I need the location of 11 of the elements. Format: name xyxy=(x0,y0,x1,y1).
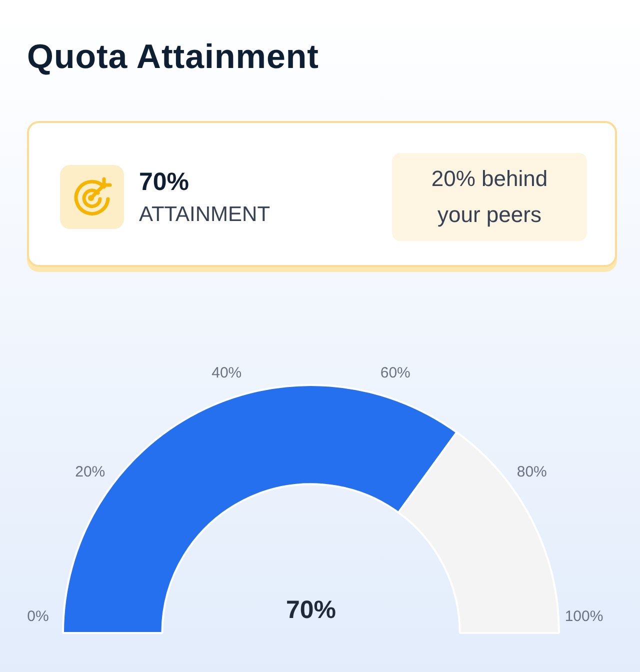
text: 20% xyxy=(75,464,106,481)
text: 80% xyxy=(516,464,547,481)
text: 40% xyxy=(212,364,242,382)
text: 70% xyxy=(139,168,190,197)
text: ATTAINMENT xyxy=(139,203,270,227)
text: 0% xyxy=(27,608,49,626)
chart-title: Quota Attainment xyxy=(27,38,319,77)
text: 60% xyxy=(380,364,410,382)
text: 70% xyxy=(286,596,336,624)
text: 100% xyxy=(564,608,604,626)
text: 20% behind your peers xyxy=(430,165,549,229)
